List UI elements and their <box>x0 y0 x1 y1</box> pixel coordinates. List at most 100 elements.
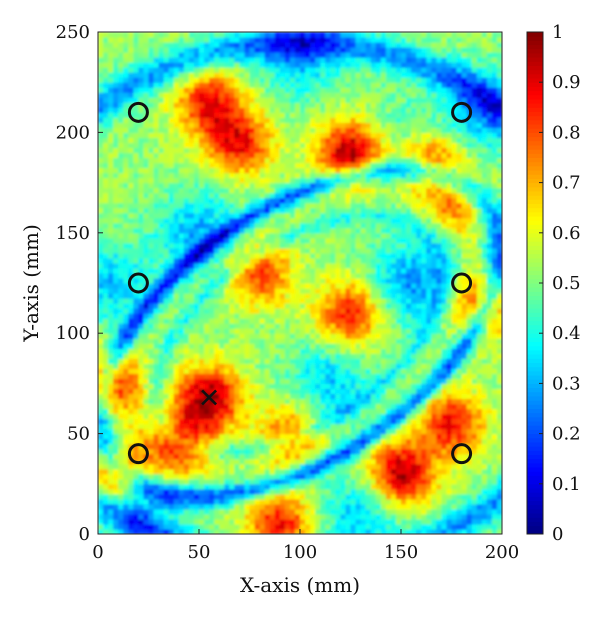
heatmap-cell <box>199 252 205 259</box>
heatmap-cell <box>300 207 306 214</box>
heatmap-cell <box>128 518 134 525</box>
heatmap-cell <box>199 373 205 379</box>
heatmap-cell <box>173 493 180 500</box>
heatmap-cell <box>300 82 306 88</box>
heatmap-cell <box>188 468 195 475</box>
heatmap-cell <box>229 398 235 405</box>
heatmap-cell <box>204 303 210 309</box>
heatmap-cell <box>128 288 134 294</box>
heatmap-cell <box>289 52 296 58</box>
heatmap-cell <box>123 318 129 324</box>
heatmap-cell <box>310 72 316 78</box>
heatmap-cell <box>204 493 210 500</box>
heatmap-cell <box>294 458 301 465</box>
heatmap-cell <box>98 493 104 500</box>
heatmap-cell <box>123 67 129 73</box>
heatmap-cell <box>168 518 175 525</box>
heatmap-cell <box>279 508 286 515</box>
heatmap-cell <box>158 242 165 249</box>
heatmap-cell <box>183 97 190 103</box>
heatmap-cell <box>249 92 256 98</box>
heatmap-cell <box>199 127 205 133</box>
heatmap-cell <box>254 47 261 53</box>
heatmap-cell <box>178 207 185 214</box>
heatmap-cell <box>178 112 185 118</box>
heatmap-cell <box>183 242 190 249</box>
heatmap-cell <box>118 232 124 239</box>
heatmap-cell <box>214 37 220 43</box>
heatmap-cell <box>188 92 195 98</box>
heatmap-cell <box>168 137 175 144</box>
heatmap-cell <box>289 348 296 354</box>
heatmap-cell <box>345 257 352 264</box>
heatmap-cell <box>183 187 190 194</box>
heatmap-cell <box>279 232 286 239</box>
heatmap-cell <box>325 157 331 164</box>
heatmap-cell <box>138 518 145 525</box>
heatmap-cell <box>123 47 129 53</box>
heatmap-cell <box>173 147 180 154</box>
heatmap-cell <box>315 87 321 93</box>
heatmap-cell <box>98 162 104 169</box>
heatmap-cell <box>244 172 251 179</box>
heatmap-cell <box>118 92 124 98</box>
heatmap-cell <box>274 333 281 339</box>
heatmap-cell <box>244 47 251 53</box>
heatmap-cell <box>148 87 155 93</box>
heatmap-cell <box>138 433 145 440</box>
heatmap-cell <box>148 227 155 234</box>
heatmap-cell <box>289 102 296 108</box>
heatmap-cell <box>188 187 195 194</box>
heatmap-cell <box>173 67 180 73</box>
heatmap-cell <box>234 207 240 214</box>
heatmap-cell <box>279 453 286 460</box>
heatmap-cell <box>148 67 155 73</box>
heatmap-cell <box>249 413 256 420</box>
heatmap-cell <box>340 52 347 58</box>
heatmap-cell <box>244 72 251 78</box>
heatmap-cell <box>178 242 185 249</box>
heatmap-cell <box>325 32 331 38</box>
heatmap-cell <box>204 338 210 344</box>
heatmap-cell <box>193 217 200 224</box>
heatmap-cell <box>128 393 134 400</box>
heatmap-cell <box>294 283 301 289</box>
heatmap-cell <box>128 127 134 133</box>
heatmap-cell <box>310 403 316 410</box>
heatmap-cell <box>143 413 150 420</box>
heatmap-cell <box>168 52 175 58</box>
heatmap-cell <box>108 112 114 118</box>
heatmap-cell <box>138 37 145 43</box>
heatmap-cell <box>279 237 286 244</box>
heatmap-cell <box>133 137 139 144</box>
heatmap-cell <box>269 102 276 108</box>
heatmap-cell <box>274 323 281 329</box>
heatmap-cell <box>315 122 321 128</box>
heatmap-cell <box>289 182 296 189</box>
heatmap-cell <box>103 338 109 344</box>
heatmap-cell <box>244 438 251 445</box>
heatmap-cell <box>193 202 200 209</box>
heatmap-cell <box>254 443 261 450</box>
heatmap-cell <box>310 187 316 194</box>
heatmap-cell <box>320 187 326 194</box>
heatmap-cell <box>330 423 336 430</box>
heatmap-cell <box>183 182 190 189</box>
heatmap-cell <box>274 62 281 68</box>
heatmap-cell <box>128 503 134 510</box>
heatmap-cell <box>239 42 246 48</box>
heatmap-cell <box>274 212 281 219</box>
heatmap-cell <box>209 438 215 445</box>
heatmap-cell <box>259 353 266 359</box>
heatmap-cell <box>168 252 175 259</box>
heatmap-cell <box>274 242 281 249</box>
heatmap-cell <box>244 202 251 209</box>
heatmap-cell <box>310 267 316 274</box>
heatmap-cell <box>345 62 352 68</box>
heatmap-cell <box>98 358 104 364</box>
heatmap-cell <box>239 152 246 159</box>
heatmap-cell <box>274 513 281 520</box>
heatmap-cell <box>103 192 109 199</box>
heatmap-cell <box>259 508 266 515</box>
heatmap-cell <box>178 172 185 179</box>
